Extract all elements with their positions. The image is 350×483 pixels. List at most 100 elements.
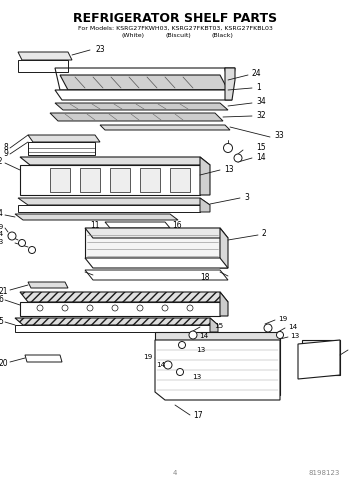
Polygon shape — [28, 282, 68, 288]
Text: 1: 1 — [256, 83, 261, 91]
Text: 14: 14 — [199, 333, 208, 339]
Text: 15: 15 — [256, 143, 266, 153]
Circle shape — [178, 341, 186, 349]
Polygon shape — [85, 258, 228, 268]
Circle shape — [187, 305, 193, 311]
Text: 11: 11 — [91, 221, 100, 229]
Text: 13: 13 — [196, 347, 205, 353]
Circle shape — [62, 305, 68, 311]
Polygon shape — [220, 292, 228, 316]
Text: (White): (White) — [121, 32, 145, 38]
Text: 4: 4 — [173, 470, 177, 476]
Circle shape — [112, 305, 118, 311]
Text: 6: 6 — [0, 295, 3, 303]
Polygon shape — [15, 214, 178, 220]
Polygon shape — [200, 198, 210, 212]
Text: (Biscuit): (Biscuit) — [165, 32, 191, 38]
Polygon shape — [85, 228, 228, 238]
Circle shape — [87, 305, 93, 311]
Polygon shape — [18, 205, 200, 212]
Circle shape — [28, 246, 35, 254]
Text: For Models: KSRG27FKWH03, KSRG27FKBT03, KSRG27FKBL03: For Models: KSRG27FKWH03, KSRG27FKBT03, … — [78, 26, 272, 30]
Text: 13: 13 — [224, 165, 234, 173]
Polygon shape — [170, 168, 190, 192]
Polygon shape — [55, 90, 232, 100]
Polygon shape — [85, 228, 220, 258]
Polygon shape — [15, 318, 218, 325]
Text: (Black): (Black) — [211, 32, 233, 38]
Circle shape — [276, 331, 284, 339]
Polygon shape — [175, 340, 280, 395]
Text: 5: 5 — [0, 316, 3, 326]
Text: 24: 24 — [252, 70, 262, 79]
Text: 14: 14 — [256, 153, 266, 161]
Polygon shape — [110, 168, 130, 192]
Polygon shape — [105, 222, 170, 228]
Polygon shape — [225, 68, 235, 100]
Polygon shape — [20, 292, 228, 302]
Text: 20: 20 — [0, 358, 8, 368]
Text: 32: 32 — [256, 111, 266, 119]
Circle shape — [137, 305, 143, 311]
Circle shape — [234, 154, 242, 162]
Text: 18: 18 — [200, 273, 210, 283]
Text: 14: 14 — [288, 324, 297, 330]
Polygon shape — [210, 318, 218, 332]
Polygon shape — [20, 165, 200, 195]
Text: 13: 13 — [192, 374, 201, 380]
Text: 8198123: 8198123 — [309, 470, 340, 476]
Polygon shape — [20, 157, 210, 165]
Text: 16: 16 — [172, 221, 182, 229]
Text: 4: 4 — [0, 210, 3, 218]
Circle shape — [176, 369, 183, 375]
Text: 17: 17 — [193, 412, 203, 421]
Circle shape — [224, 143, 232, 153]
Polygon shape — [28, 135, 100, 142]
Polygon shape — [100, 125, 230, 130]
Text: 3: 3 — [244, 193, 249, 201]
Text: 15: 15 — [214, 323, 223, 329]
Polygon shape — [18, 198, 210, 205]
Polygon shape — [155, 332, 280, 340]
Circle shape — [37, 305, 43, 311]
Polygon shape — [220, 228, 228, 268]
Circle shape — [189, 331, 197, 339]
Polygon shape — [18, 60, 68, 72]
Text: 19: 19 — [0, 224, 3, 230]
Polygon shape — [15, 325, 210, 332]
Text: 19: 19 — [143, 354, 152, 360]
Polygon shape — [225, 68, 235, 90]
Text: 13: 13 — [290, 333, 299, 339]
Text: 13: 13 — [0, 239, 3, 245]
Polygon shape — [298, 340, 340, 379]
Circle shape — [164, 361, 172, 369]
Polygon shape — [80, 168, 100, 192]
Polygon shape — [200, 157, 210, 195]
Polygon shape — [28, 142, 95, 155]
Text: 34: 34 — [256, 98, 266, 106]
Text: 8: 8 — [3, 142, 8, 152]
Text: 23: 23 — [95, 44, 105, 54]
Text: REFRIGERATOR SHELF PARTS: REFRIGERATOR SHELF PARTS — [73, 12, 277, 25]
Circle shape — [8, 232, 16, 240]
Polygon shape — [60, 75, 228, 90]
Text: 12: 12 — [0, 157, 3, 167]
Circle shape — [19, 240, 26, 246]
Text: 9: 9 — [3, 148, 8, 157]
Polygon shape — [55, 103, 228, 110]
Polygon shape — [302, 340, 340, 375]
Polygon shape — [155, 340, 280, 400]
Polygon shape — [18, 52, 72, 60]
Text: 14: 14 — [0, 231, 3, 237]
Polygon shape — [50, 113, 223, 121]
Polygon shape — [20, 302, 220, 316]
Text: 2: 2 — [262, 229, 267, 239]
Polygon shape — [25, 355, 62, 362]
Circle shape — [264, 324, 272, 332]
Polygon shape — [85, 270, 228, 280]
Text: 33: 33 — [274, 131, 284, 141]
Polygon shape — [50, 168, 70, 192]
Text: 19: 19 — [278, 316, 287, 322]
Circle shape — [162, 305, 168, 311]
Text: 21: 21 — [0, 286, 8, 296]
